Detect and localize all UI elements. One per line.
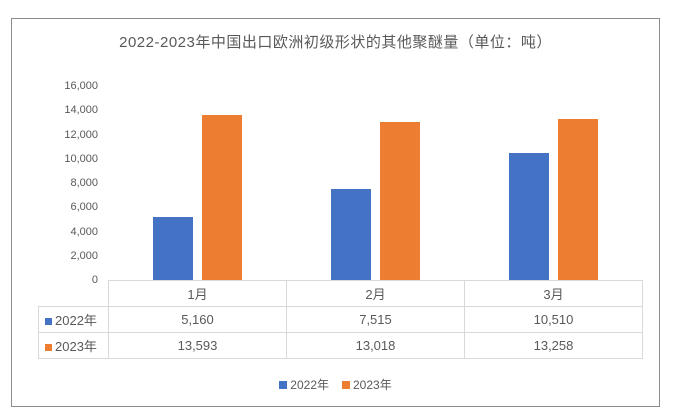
y-axis-label: 0 (91, 274, 98, 286)
series-label-cell: 2022年 (38, 306, 109, 333)
y-axis: 0 2,000 4,000 6,000 8,000 10,000 12,000 14,000 1… (12, 80, 100, 286)
series-marker-icon (45, 344, 52, 351)
bar-2022年-2月 (330, 188, 371, 280)
legend-marker-icon (279, 380, 288, 389)
legend-marker-icon (342, 380, 350, 389)
data-table: 1月 2月 3月 2022年 5,160 7,515 10,510 2023年 13,593 13… (38, 280, 643, 359)
chart-title: 2022-2023年中国出口欧洲初级形状的其他聚醚量（单位：吨） (119, 34, 552, 51)
legend-item-2023年: 2023年 (342, 376, 392, 393)
table-row-2022年: 2022年 5,160 7,515 10,510 (38, 306, 643, 333)
y-axis-label: 6,000 (70, 201, 98, 214)
y-axis-label: 16,000 (64, 80, 98, 92)
bar-group-3月 (464, 86, 642, 280)
y-axis-label: 14,000 (64, 104, 98, 117)
legend: 2022年 2023年 (12, 376, 659, 393)
legend-label: 2022年 (290, 378, 329, 392)
plot-area (108, 86, 642, 280)
table-value-cell: 13,593 (108, 332, 287, 359)
table-row-2023年: 2023年 13,593 13,018 13,258 (38, 332, 643, 359)
bar-group-1月 (108, 86, 286, 280)
y-axis-label: 8,000 (70, 177, 98, 189)
bar-2023年-1月 (201, 115, 242, 280)
series-marker-icon (45, 318, 52, 325)
table-value-cell: 13,258 (464, 332, 643, 359)
legend-label: 2023年 (353, 378, 392, 392)
bar-2022年-1月 (152, 217, 193, 280)
y-axis-label: 4,000 (70, 225, 98, 238)
bar-group-2月 (286, 86, 464, 280)
series-label-cell: 2023年 (38, 332, 109, 359)
bar-2023年-3月 (557, 119, 598, 280)
bar-2022年-3月 (508, 152, 549, 280)
chart-container: 2022-2023年中国出口欧洲初级形状的其他聚醚量（单位：吨） 0 2,000 4… (11, 18, 660, 407)
table-value-cell: 5,160 (108, 306, 287, 333)
bar-2023年-2月 (379, 122, 420, 280)
table-value-cell: 10,510 (464, 306, 643, 333)
table-header-row: 1月 2月 3月 (39, 280, 643, 307)
table-value-cell: 7,515 (286, 306, 465, 333)
table-category-header: 2月 (286, 280, 465, 307)
table-value-cell: 13,018 (286, 332, 465, 359)
y-axis-label: 2,000 (70, 249, 98, 262)
table-category-header: 3月 (464, 280, 643, 307)
legend-item-2022年: 2022年 (279, 376, 329, 393)
y-axis-label: 10,000 (64, 152, 98, 165)
y-axis-label: 12,000 (64, 128, 98, 141)
table-corner-cell (39, 281, 109, 307)
table-category-header: 1月 (108, 280, 287, 307)
